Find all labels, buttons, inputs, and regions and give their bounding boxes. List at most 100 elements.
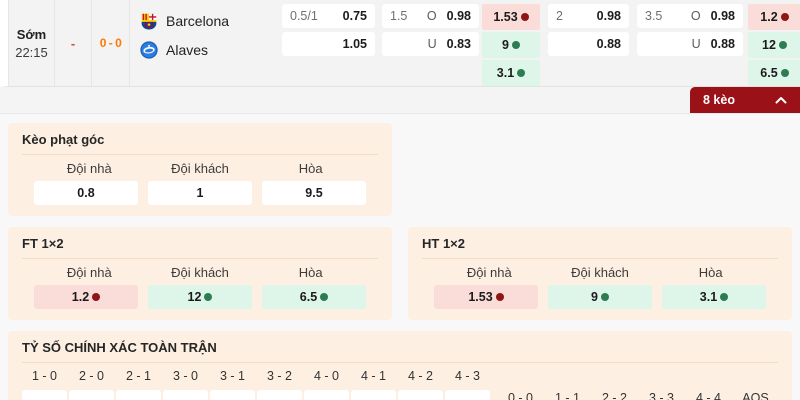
ht-home-odds[interactable]: 1.53 — [434, 285, 538, 309]
bet-sections: Kèo phạt góc Đội nhà Đội khách Hòa 0.8 1… — [0, 114, 800, 400]
score-column: 1 - 0 - - — [22, 369, 67, 400]
odds-dot — [778, 41, 787, 49]
card-divider — [22, 362, 778, 363]
over-label: O — [426, 9, 437, 23]
hdp2-home-odds[interactable]: 2 0.98 — [548, 4, 629, 28]
x12-first-away-odds[interactable]: 9 — [482, 32, 540, 58]
card-divider — [422, 258, 778, 259]
score-header: 4 - 3 — [454, 369, 480, 383]
card-divider — [22, 258, 378, 259]
score-header: 3 - 2 — [266, 369, 292, 383]
score-header: 1 - 1 — [554, 391, 580, 400]
x12-second-home-odds[interactable]: 1.2 — [748, 4, 800, 30]
score-header: 0 - 0 — [507, 391, 533, 400]
ht-draw-odds[interactable]: 3.1 — [662, 285, 766, 309]
score-header: 3 - 1 — [219, 369, 245, 383]
hdp1-home-odds[interactable]: 0.5/1 0.75 — [282, 4, 375, 28]
score-header: 1 - 0 — [31, 369, 57, 383]
live-dash-cell: - — [55, 0, 92, 86]
x12-group-first: 1.53 9 3.1 — [482, 0, 540, 86]
ht-values: 1.53 9 3.1 — [422, 285, 778, 309]
score-column: 4 - 3 - - — [445, 369, 490, 400]
corner-draw-odds[interactable]: 9.5 — [262, 181, 366, 205]
odds-count-toggle-button[interactable]: 8 kèo — [690, 87, 800, 113]
draw-score-column: AOS - — [733, 391, 778, 400]
away-team-row[interactable]: Alaves — [140, 35, 280, 64]
score-header: 3 - 3 — [648, 391, 674, 400]
ft-away-odds[interactable]: 12 — [148, 285, 252, 309]
home-column-header: Đội nhà — [66, 161, 112, 176]
match-time-label: Sớm — [16, 26, 47, 42]
ft-draw-odds[interactable]: 6.5 — [262, 285, 366, 309]
score-column: 4 - 2 - - — [398, 369, 443, 400]
score-odds-box[interactable]: - — [398, 390, 443, 400]
ft-values: 1.2 12 6.5 — [22, 285, 378, 309]
hdp1-away-odds[interactable]: 1.05 — [282, 32, 375, 56]
ht-card-title: HT 1×2 — [422, 236, 465, 251]
over-label: O — [690, 9, 701, 23]
score-odds-box[interactable]: - — [304, 390, 349, 400]
match-time: 22:15 — [15, 44, 48, 60]
odds-dot — [600, 293, 609, 301]
corner-away-odds[interactable]: 1 — [148, 181, 252, 205]
corner-home-odds[interactable]: 0.8 — [34, 181, 138, 205]
x12-first-home-odds[interactable]: 1.53 — [482, 4, 540, 30]
corner-headers: Đội nhà Đội khách Hòa — [22, 161, 378, 176]
teams-cell[interactable]: Barcelona Alaves — [130, 0, 280, 86]
odds-dot — [92, 293, 101, 301]
draw-column-header: Hòa — [698, 265, 723, 280]
score-column: 3 - 2 - - — [257, 369, 302, 400]
score-odds-box[interactable]: - — [163, 390, 208, 400]
ou1-over-odds[interactable]: 1.5 O 0.98 — [382, 4, 479, 28]
score-header: 4 - 2 — [407, 369, 433, 383]
ht-headers: Đội nhà Đội khách Hòa — [422, 265, 778, 280]
score-odds-box[interactable]: - — [69, 390, 114, 400]
home-team-row[interactable]: Barcelona — [140, 6, 280, 35]
odds-dot — [495, 293, 504, 301]
ft-1x2-card: FT 1×2 Đội nhà Đội khách Hòa 1.2 12 6.5 — [8, 227, 392, 320]
ft-home-odds[interactable]: 1.2 — [34, 285, 138, 309]
odds-dot — [780, 69, 789, 77]
odds-dot — [204, 293, 213, 301]
x12-first-draw-odds[interactable]: 3.1 — [482, 60, 540, 86]
odds-dot — [320, 293, 329, 301]
ht-1x2-card: HT 1×2 Đội nhà Đội khách Hòa 1.53 9 3.1 — [408, 227, 792, 320]
draw-score-column: 2 - 2 - — [592, 391, 637, 400]
away-column-header: Đội khách — [171, 161, 229, 176]
odds-count-label: 8 kèo — [703, 93, 735, 107]
score-column: 3 - 1 - - — [210, 369, 255, 400]
score-header: 4 - 4 — [695, 391, 721, 400]
score-header: 4 - 0 — [313, 369, 339, 383]
score-odds-box[interactable]: - — [116, 390, 161, 400]
home-team-name: Barcelona — [166, 12, 230, 29]
score-odds-box[interactable]: - — [351, 390, 396, 400]
corner-values: 0.8 1 9.5 — [22, 181, 378, 205]
correct-score-card: TỶ SỐ CHÍNH XÁC TOÀN TRẬN 1 - 0 - - 2 - … — [8, 331, 792, 400]
ou2-over-odds[interactable]: 3.5 O 0.98 — [637, 4, 743, 28]
corner-card-title: Kèo phạt góc — [22, 132, 105, 147]
match-time-cell: Sớm 22:15 — [8, 0, 55, 86]
away-column-header: Đội khách — [171, 265, 229, 280]
correct-score-title: TỶ SỐ CHÍNH XÁC TOÀN TRẬN — [22, 340, 217, 355]
score-odds-box[interactable]: - — [210, 390, 255, 400]
under-label: U — [691, 37, 701, 51]
ou1-under-odds[interactable]: U 0.83 — [382, 32, 479, 56]
score-odds-box[interactable]: - — [445, 390, 490, 400]
x12-second-away-odds[interactable]: 12 — [748, 32, 800, 58]
hdp1-line: 0.5/1 — [290, 9, 318, 23]
score-column: 4 - 1 - - — [351, 369, 396, 400]
score-header: 3 - 0 — [172, 369, 198, 383]
hdp2-away-odds[interactable]: 0.88 — [548, 32, 629, 56]
score-odds-box[interactable]: - — [22, 390, 67, 400]
match-odds-row: Sớm 22:15 - 0 - 0 B — [0, 0, 800, 87]
odds-dot — [511, 41, 520, 49]
alaves-logo-icon — [140, 40, 158, 59]
barcelona-logo-icon — [141, 13, 157, 30]
live-dash: - — [70, 35, 76, 51]
home-column-header: Đội nhà — [66, 265, 112, 280]
ht-away-odds[interactable]: 9 — [548, 285, 652, 309]
ou2-under-odds[interactable]: U 0.88 — [637, 32, 743, 56]
score-odds-box[interactable]: - — [257, 390, 302, 400]
x12-second-draw-odds[interactable]: 6.5 — [748, 60, 800, 86]
handicap-group-2: 2 0.98 0.88 — [548, 0, 629, 86]
